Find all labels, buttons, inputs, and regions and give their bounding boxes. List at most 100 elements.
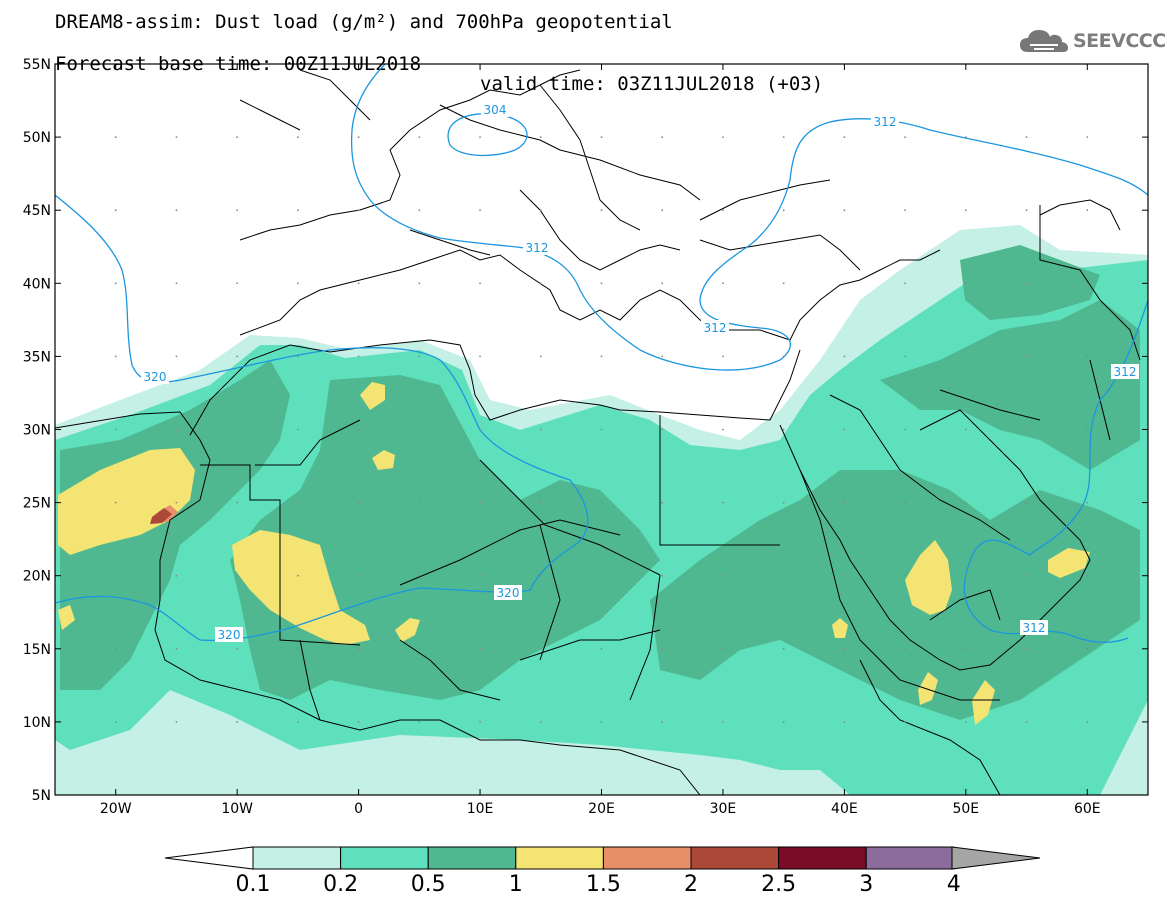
lon-label: 50E (952, 801, 979, 817)
grid-dot (357, 428, 360, 431)
grid-dot (357, 355, 360, 358)
grid-dot (600, 428, 603, 431)
grid-dot (661, 721, 664, 723)
contour-label-320: 320 (218, 628, 241, 642)
grid-dot (296, 136, 299, 139)
grid-dot (175, 647, 178, 650)
grid-dot (1025, 355, 1028, 358)
grid-dot (175, 574, 178, 577)
grid-dot (600, 209, 603, 212)
grid-dot (904, 574, 907, 577)
grid-dot (661, 647, 664, 650)
grid-dot (964, 501, 967, 504)
grid-dot (600, 355, 603, 358)
grid-dot (1025, 282, 1028, 285)
grid-dot (1086, 647, 1089, 650)
grid-dot (843, 136, 846, 139)
grid-dot (479, 501, 481, 504)
grid-dot (418, 209, 421, 212)
grid-dot (843, 428, 846, 431)
colorbar-level-label: 0.1 (235, 872, 271, 897)
colorbar (164, 846, 1041, 870)
grid-dot (236, 136, 239, 139)
grid-dot (904, 501, 907, 504)
grid-dot (479, 647, 481, 650)
grid-dot (1025, 209, 1028, 212)
grid-dot (175, 428, 178, 431)
contour-label-312: 312 (526, 241, 549, 255)
dust-area-1 (58, 382, 1090, 725)
grid-dot (539, 282, 542, 285)
grid-dot (357, 282, 360, 285)
grid-dot (114, 721, 117, 723)
grid-dot (418, 355, 421, 358)
colorbar-level-label: 3 (859, 872, 874, 897)
contour-label-312: 312 (874, 115, 897, 129)
grid-dot (600, 647, 603, 650)
grid-dot (782, 282, 785, 285)
grid-dot (964, 428, 967, 431)
grid-dot (782, 501, 785, 504)
grid-dot (722, 209, 724, 212)
grid-dot (539, 501, 542, 504)
grid-dot (1025, 428, 1028, 431)
grid-dot (600, 136, 603, 139)
lon-label: 20W (100, 801, 132, 817)
grid-dot (782, 355, 785, 358)
grid-dot (843, 282, 846, 285)
grid-dot (904, 282, 907, 285)
grid-dot (600, 501, 603, 504)
grid-dot (114, 501, 117, 504)
valid-time: valid time: 03Z11JUL2018 (+03) (480, 73, 824, 95)
axis-tick-labels: 55N 50N 45N 40N 35N 30N 25N 20N 15N 10N 5N 20W 10W 0 1… (23, 57, 1101, 817)
grid-dot (843, 721, 846, 723)
grid-dot (722, 355, 724, 358)
contour-label-312: 312 (1023, 621, 1046, 635)
grid-dot (236, 574, 239, 577)
grid-dot (1086, 355, 1089, 358)
grid-dot (843, 209, 846, 212)
grid-dot (1025, 501, 1028, 504)
grid-dot (175, 721, 178, 723)
grid-dot (600, 721, 603, 723)
grid-dot (661, 136, 664, 139)
grid-dot (479, 721, 481, 723)
lon-label: 10E (467, 801, 494, 817)
grid-dot (539, 136, 542, 139)
grid-dot (236, 721, 239, 723)
grid-dot (296, 574, 299, 577)
grid-dot (418, 647, 421, 650)
grid-dot (296, 501, 299, 504)
colorbar-level-label: 2.5 (761, 872, 797, 897)
grid-dot (1086, 428, 1089, 431)
grid-dot (175, 282, 178, 285)
grid-dot (843, 355, 846, 358)
grid-dot (964, 136, 967, 139)
colorbar-cell (865, 846, 955, 870)
grid-dot (539, 428, 542, 431)
grid-dot (1086, 282, 1089, 285)
grid-dot (539, 574, 542, 577)
grid-dot (236, 355, 239, 358)
grid-dot (539, 209, 542, 212)
grid-dots (114, 136, 1089, 723)
grid-dot (904, 355, 907, 358)
grid-dot (661, 355, 664, 358)
grid-dot (661, 574, 664, 577)
grid-dot (114, 282, 117, 285)
contour-label-312: 312 (704, 321, 727, 335)
lon-label: 40E (831, 801, 858, 817)
grid-dot (964, 355, 967, 358)
grid-dot (236, 282, 239, 285)
grid-dot (296, 428, 299, 431)
grid-dot (782, 647, 785, 650)
lat-label: 20N (23, 569, 51, 585)
grid-dot (964, 647, 967, 650)
lat-label: 35N (23, 349, 51, 365)
grid-dot (479, 282, 481, 285)
grid-dot (661, 209, 664, 212)
grid-dot (479, 574, 481, 577)
grid-dot (418, 574, 421, 577)
lon-label: 30E (710, 801, 737, 817)
logo-text: SEEVCCC (1073, 30, 1165, 52)
